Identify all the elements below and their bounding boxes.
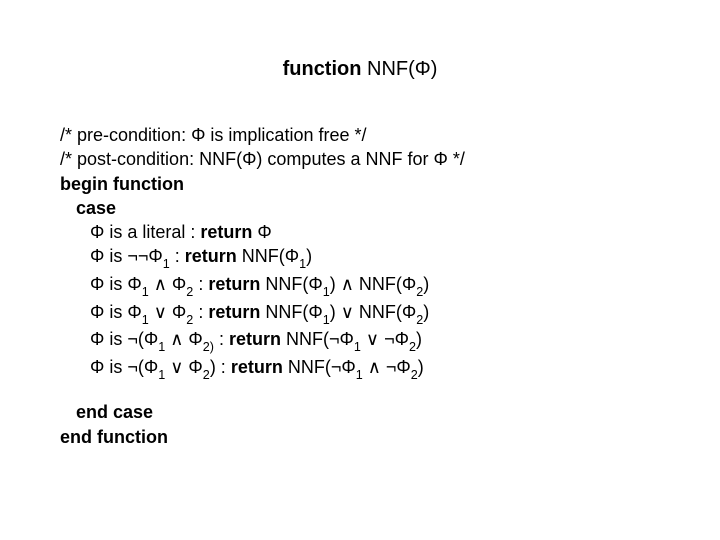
subscript: 1 [142, 313, 149, 327]
subscript: 2 [186, 313, 193, 327]
subscript: 2 [203, 368, 210, 382]
subscript: 2 [186, 285, 193, 299]
subscript: 1 [158, 340, 165, 354]
algorithm-slide: function NNF(Φ) /* pre-condition: Φ is i… [0, 0, 720, 540]
title-signature: NNF(Φ) [361, 58, 437, 80]
text: : [193, 274, 208, 294]
case-neg-and: Φ is ¬(Φ1 ∧ Φ2) : return NNF(¬Φ1 ∨ ¬Φ2) [60, 327, 660, 355]
text: Φ is ¬(Φ [90, 329, 158, 349]
begin-function: begin function [60, 172, 660, 196]
end-case: end case [60, 400, 660, 424]
text: Φ is ¬(Φ [90, 357, 158, 377]
return-kw: return [185, 246, 237, 266]
text: ) ∨ NNF(Φ [330, 302, 417, 322]
case-literal: Φ is a literal : return Φ [60, 220, 660, 244]
subscript: 2 [409, 340, 416, 354]
subscript: 1 [323, 285, 330, 299]
case-keyword: case [60, 196, 660, 220]
title-keyword: function [283, 58, 362, 80]
text: : [193, 302, 208, 322]
case-and: Φ is Φ1 ∧ Φ2 : return NNF(Φ1) ∧ NNF(Φ2) [60, 272, 660, 300]
text: Φ is ¬¬Φ [90, 246, 163, 266]
algorithm-body: /* pre-condition: Φ is implication free … [60, 123, 660, 449]
text: ) [423, 274, 429, 294]
text: Φ is Φ [90, 302, 142, 322]
text: NNF(Φ [260, 302, 322, 322]
subscript: 1 [356, 368, 363, 382]
subscript: 2 [416, 285, 423, 299]
text: ∧ Φ [165, 329, 203, 349]
return-kw: return [200, 222, 252, 242]
text: ∧ Φ [149, 274, 187, 294]
text: : [214, 329, 229, 349]
subscript: 2 [411, 368, 418, 382]
text: ) [416, 329, 422, 349]
spacer [60, 382, 660, 400]
case-neg-or: Φ is ¬(Φ1 ∨ Φ2) : return NNF(¬Φ1 ∧ ¬Φ2) [60, 355, 660, 383]
subscript: 1 [354, 340, 361, 354]
text: Φ [252, 222, 271, 242]
return-kw: return [229, 329, 281, 349]
subscript: 1 [299, 257, 306, 271]
case-double-neg: Φ is ¬¬Φ1 : return NNF(Φ1) [60, 244, 660, 272]
text: ∨ ¬Φ [361, 329, 409, 349]
text: : [170, 246, 185, 266]
text: ) [306, 246, 312, 266]
return-kw: return [208, 274, 260, 294]
text: Φ is a literal : [90, 222, 200, 242]
return-kw: return [231, 357, 283, 377]
subscript: 1 [142, 285, 149, 299]
text: NNF(Φ [260, 274, 322, 294]
post-condition: /* post-condition: NNF(Φ) computes a NNF… [60, 147, 660, 171]
text: Φ is Φ [90, 274, 142, 294]
text: ∨ Φ [165, 357, 203, 377]
subscript: 2) [203, 340, 214, 354]
subscript: 1 [323, 313, 330, 327]
text: ) [423, 302, 429, 322]
text: NNF(¬Φ [283, 357, 356, 377]
text: ∨ Φ [149, 302, 187, 322]
text: ∧ ¬Φ [363, 357, 411, 377]
title: function NNF(Φ) [60, 56, 660, 83]
subscript: 1 [158, 368, 165, 382]
return-kw: return [208, 302, 260, 322]
end-function: end function [60, 425, 660, 449]
subscript: 1 [163, 257, 170, 271]
text: NNF(Φ [237, 246, 299, 266]
case-or: Φ is Φ1 ∨ Φ2 : return NNF(Φ1) ∨ NNF(Φ2) [60, 300, 660, 328]
text: NNF(¬Φ [281, 329, 354, 349]
text: ) [418, 357, 424, 377]
text: ) : [210, 357, 231, 377]
text: ) ∧ NNF(Φ [330, 274, 417, 294]
pre-condition: /* pre-condition: Φ is implication free … [60, 123, 660, 147]
subscript: 2 [416, 313, 423, 327]
